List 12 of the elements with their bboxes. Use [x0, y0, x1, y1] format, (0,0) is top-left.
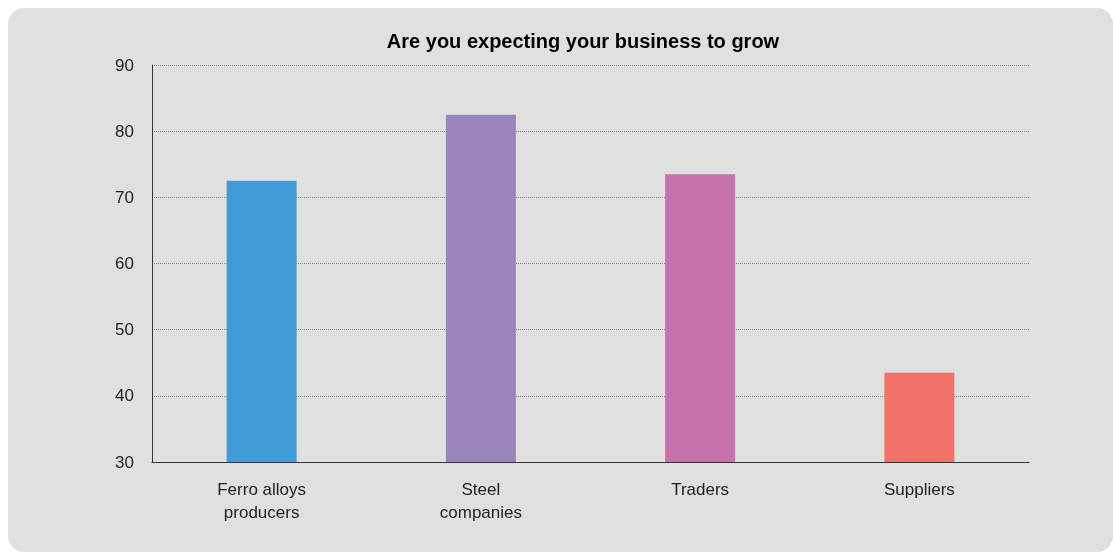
- y-tick-label: 70: [115, 187, 134, 207]
- y-tick-label: 90: [115, 55, 134, 75]
- chart-title: Are you expecting your business to grow: [386, 30, 780, 52]
- y-tick-label: 30: [115, 452, 134, 472]
- x-tick-label: Steel companies: [439, 480, 522, 522]
- y-tick-label: 40: [115, 386, 134, 406]
- x-tick-label: Suppliers: [883, 480, 955, 499]
- y-tick-label: 60: [115, 254, 134, 273]
- x-tick-label: Ferro alloys producers: [217, 480, 307, 522]
- y-tick-label: 80: [115, 121, 134, 141]
- x-tick-label: Traders: [671, 480, 730, 499]
- y-tick-label: 50: [115, 320, 134, 340]
